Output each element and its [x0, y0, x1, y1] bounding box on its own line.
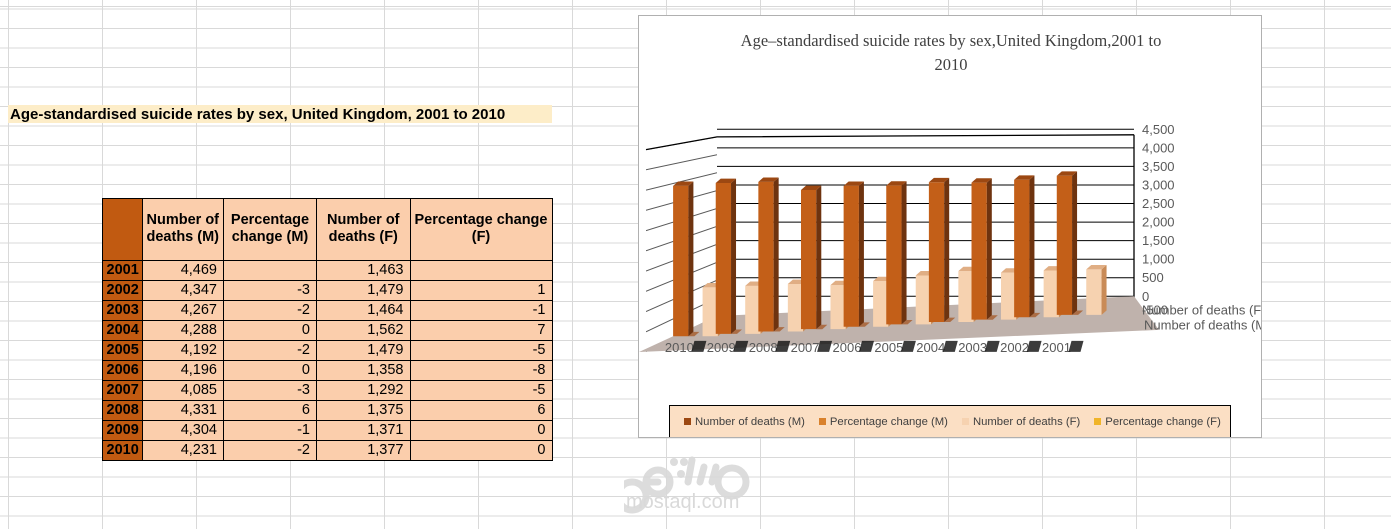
svg-text:2001: 2001: [1042, 340, 1071, 355]
svg-text:Number of deaths (M): Number of deaths (M): [1144, 317, 1262, 332]
svg-text:2009: 2009: [707, 340, 736, 355]
svg-text:-500: -500: [1142, 302, 1168, 317]
svg-text:2,000: 2,000: [1142, 215, 1175, 230]
svg-text:2006: 2006: [833, 340, 862, 355]
svg-text:2008: 2008: [749, 340, 778, 355]
svg-text:3,000: 3,000: [1142, 177, 1175, 192]
svg-text:4,500: 4,500: [1142, 122, 1175, 137]
svg-text:2002: 2002: [1000, 340, 1029, 355]
svg-text:mostaql.com: mostaql.com: [626, 491, 739, 513]
svg-text:2003: 2003: [958, 340, 987, 355]
svg-text:2010: 2010: [665, 340, 694, 355]
svg-text:3,500: 3,500: [1142, 159, 1175, 174]
svg-text:500: 500: [1142, 270, 1164, 285]
svg-text:4,000: 4,000: [1142, 140, 1175, 155]
svg-text:1,000: 1,000: [1142, 252, 1175, 267]
svg-text:2004: 2004: [916, 340, 945, 355]
svg-text:1,500: 1,500: [1142, 233, 1175, 248]
svg-text:2,500: 2,500: [1142, 196, 1175, 211]
svg-text:2005: 2005: [874, 340, 903, 355]
svg-text:2007: 2007: [791, 340, 820, 355]
